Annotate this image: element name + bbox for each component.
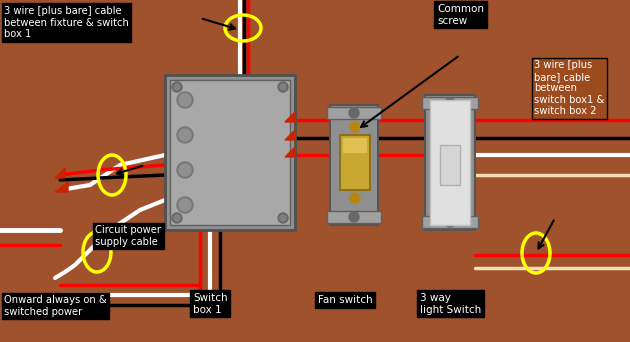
Circle shape	[177, 197, 193, 213]
Bar	[430, 100, 470, 225]
Circle shape	[349, 108, 359, 118]
Circle shape	[350, 122, 360, 132]
Bar	[440, 145, 460, 185]
Text: Switch
box 1: Switch box 1	[193, 293, 227, 315]
Circle shape	[177, 92, 193, 108]
Bar	[425, 95, 475, 230]
Text: 3 way
light Switch: 3 way light Switch	[420, 293, 481, 315]
Text: Fan switch: Fan switch	[318, 295, 372, 305]
Polygon shape	[55, 168, 65, 178]
Bar	[327, 211, 381, 223]
Polygon shape	[285, 130, 295, 140]
Text: Circuit power
supply cable: Circuit power supply cable	[95, 225, 161, 247]
Bar	[327, 107, 381, 119]
Circle shape	[278, 213, 288, 223]
Bar	[422, 216, 478, 228]
Bar	[340, 135, 370, 190]
Circle shape	[177, 162, 193, 178]
Text: Common
screw: Common screw	[437, 4, 484, 26]
Text: 3 wire [plus bare] cable
between fixture & switch
box 1: 3 wire [plus bare] cable between fixture…	[4, 6, 129, 39]
Circle shape	[445, 217, 455, 227]
Circle shape	[445, 98, 455, 108]
Circle shape	[280, 84, 286, 90]
Bar	[170, 80, 290, 225]
Bar	[330, 105, 378, 225]
Circle shape	[350, 193, 360, 203]
Circle shape	[179, 199, 191, 211]
Circle shape	[179, 94, 191, 106]
Circle shape	[174, 84, 180, 90]
Circle shape	[280, 215, 286, 221]
Circle shape	[177, 127, 193, 143]
Circle shape	[172, 213, 182, 223]
Polygon shape	[285, 112, 295, 122]
Text: Onward always on &
switched power: Onward always on & switched power	[4, 295, 106, 317]
Polygon shape	[55, 182, 68, 192]
Circle shape	[179, 129, 191, 141]
Circle shape	[172, 82, 182, 92]
Bar	[422, 97, 478, 109]
Circle shape	[349, 212, 359, 222]
Circle shape	[278, 82, 288, 92]
Text: 3 wire [plus
bare] cable
between
switch box1 &
switch box 2: 3 wire [plus bare] cable between switch …	[534, 60, 604, 116]
Bar	[343, 138, 367, 153]
Polygon shape	[285, 147, 295, 157]
Circle shape	[174, 215, 180, 221]
Circle shape	[179, 164, 191, 176]
Bar	[165, 75, 295, 230]
